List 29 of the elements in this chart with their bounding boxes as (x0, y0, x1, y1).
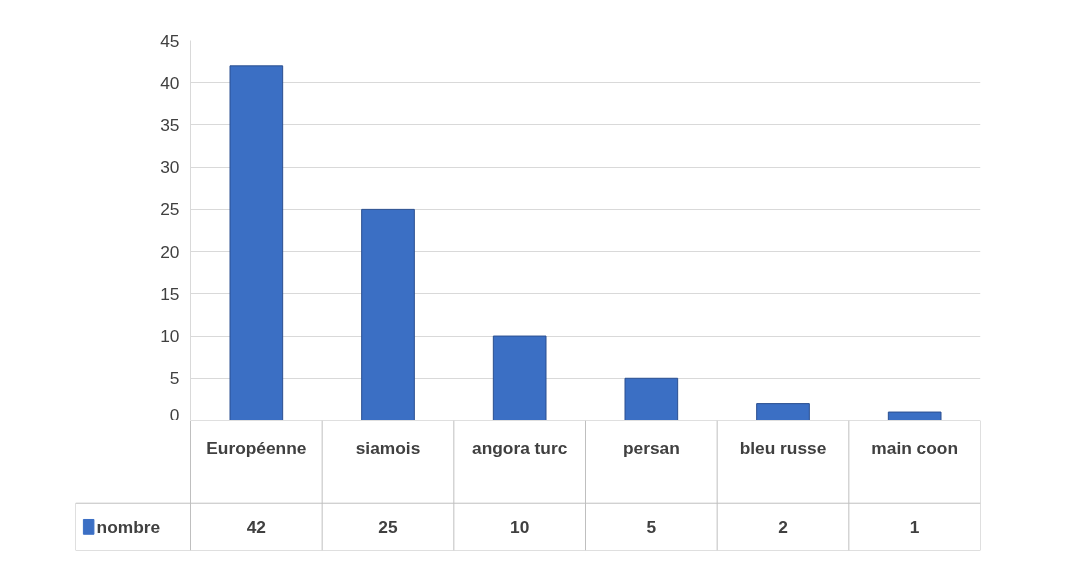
x-tick-label: main coon (871, 438, 958, 459)
y-tick-label: 25 (160, 199, 180, 220)
y-tick-label: 0 (169, 404, 180, 425)
y-tick-label: 30 (160, 157, 180, 178)
bar (756, 403, 810, 420)
data-label: 25 (378, 516, 398, 537)
data-label: 5 (646, 516, 657, 537)
y-tick-label: 35 (160, 114, 180, 135)
data-label: 10 (510, 516, 530, 537)
x-tick-label: angora turc (472, 438, 568, 459)
x-tick-label: Européenne (206, 438, 307, 459)
bar (887, 411, 942, 420)
bar (624, 377, 679, 420)
x-tick-label: persan (622, 438, 680, 459)
y-tick-label: 15 (160, 283, 180, 304)
bar (229, 65, 284, 420)
y-tick-label: 10 (160, 326, 180, 347)
y-tick-label: 20 (160, 241, 180, 262)
y-tick-label: 5 (169, 368, 180, 389)
x-tick-label: siamois (355, 438, 421, 459)
data-label: 1 (909, 516, 920, 537)
y-tick-label: 40 (160, 72, 180, 93)
data-label: 42 (246, 516, 266, 537)
x-tick-label: bleu russe (739, 438, 827, 459)
bar (492, 335, 547, 420)
data-label: 2 (778, 516, 788, 537)
y-tick-label: 45 (160, 30, 180, 51)
legend-label: nombre (96, 516, 161, 537)
bar (361, 208, 415, 420)
